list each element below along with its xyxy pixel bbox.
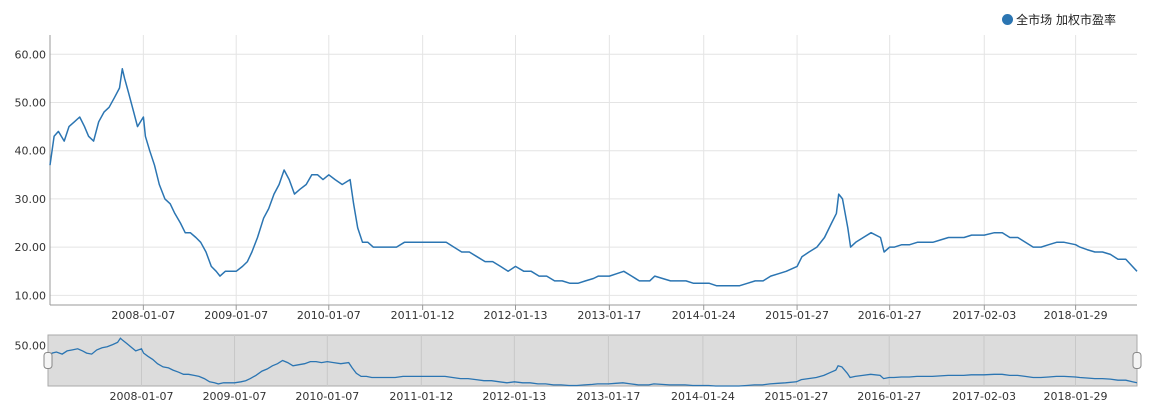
y-tick-label: 30.00 xyxy=(15,193,47,206)
y-tick-label: 10.00 xyxy=(15,289,47,302)
y-tick-label: 20.00 xyxy=(15,241,47,254)
x-tick-label: 2012-01-13 xyxy=(484,309,548,322)
legend-marker xyxy=(1002,14,1014,25)
navigator-x-tick-label: 2017-02-03 xyxy=(952,390,1016,403)
navigator-series-line xyxy=(47,337,1138,387)
y-tick-labels: 10.00 20.00 30.00 40.00 50.00 60.00 xyxy=(15,48,47,302)
navigator-x-tick-label: 2012-01-13 xyxy=(482,390,546,403)
navigator-x-tick-label: 2011-01-12 xyxy=(389,390,453,403)
x-tick-label: 2018-01-29 xyxy=(1044,309,1108,322)
series-layer xyxy=(49,68,1138,287)
x-tick-label: 2009-01-07 xyxy=(204,309,268,322)
navigator: 50.00 2008-01-07 2009-01-07 2010-01-07 2011-… xyxy=(15,334,1142,403)
x-tick-label: 2017-02-03 xyxy=(952,309,1016,322)
y-tick-label: 60.00 xyxy=(15,48,47,61)
y-tick-label: 40.00 xyxy=(15,145,47,158)
navigator-x-tick-label: 2016-01-27 xyxy=(857,390,921,403)
navigator-x-tick-label: 2008-01-07 xyxy=(110,390,174,403)
x-tick-label: 2015-01-27 xyxy=(765,309,829,322)
navigator-x-tick-label: 2013-01-17 xyxy=(576,390,640,403)
legend[interactable]: 全市场 加权市盈率 xyxy=(1002,11,1116,28)
navigator-x-tick-label: 2018-01-29 xyxy=(1044,390,1108,403)
x-tick-label: 2008-01-07 xyxy=(111,309,175,322)
x-tick-label: 2010-01-07 xyxy=(297,309,361,322)
x-tick-labels: 2008-01-07 2009-01-07 2010-01-07 2011-01-12… xyxy=(111,309,1107,322)
navigator-right-handle[interactable] xyxy=(1132,352,1142,369)
navigator-x-tick-label: 2010-01-07 xyxy=(295,390,359,403)
grid-lines xyxy=(49,35,1137,310)
legend-label: 全市场 加权市盈率 xyxy=(1016,13,1116,27)
navigator-x-tick-label: 2014-01-24 xyxy=(671,390,735,403)
navigator-y-tick-label: 50.00 xyxy=(15,340,47,353)
series-line xyxy=(49,68,1138,287)
x-tick-label: 2013-01-17 xyxy=(577,309,641,322)
y-tick-label: 50.00 xyxy=(15,97,47,110)
x-tick-label: 2011-01-12 xyxy=(391,309,455,322)
navigator-left-handle[interactable] xyxy=(43,352,53,369)
navigator-x-tick-label: 2009-01-07 xyxy=(203,390,267,403)
x-tick-label: 2014-01-24 xyxy=(672,309,736,322)
navigator-x-tick-label: 2015-01-27 xyxy=(764,390,828,403)
navigator-window xyxy=(47,334,1138,387)
x-tick-label: 2016-01-27 xyxy=(858,309,922,322)
